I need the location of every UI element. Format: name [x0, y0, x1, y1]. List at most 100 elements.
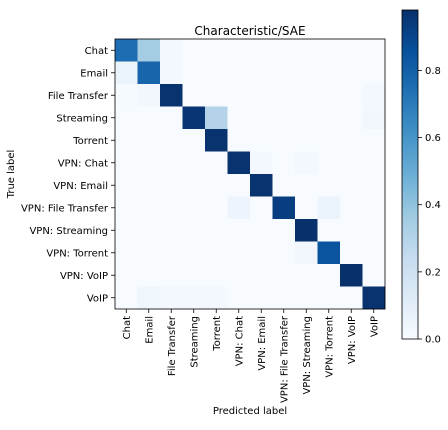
x-tick-label: VPN: Email — [257, 316, 268, 371]
heatmap-cell — [205, 219, 228, 242]
heatmap-cell — [160, 241, 183, 265]
heatmap-cell — [205, 286, 228, 310]
y-tick-label: VPN: Chat — [58, 158, 108, 169]
heatmap-cell — [115, 196, 138, 220]
heatmap-cell — [137, 129, 161, 152]
heatmap-cell — [250, 61, 273, 85]
heatmap-cell — [250, 106, 273, 130]
heatmap-cell — [340, 286, 363, 310]
heatmap-cell — [205, 174, 228, 197]
heatmap-cell — [317, 129, 341, 152]
heatmap-cell — [362, 84, 386, 107]
heatmap-cell — [317, 106, 341, 130]
heatmap-cell — [205, 264, 228, 287]
heatmap-cell — [182, 61, 206, 85]
heatmap-cell — [317, 196, 341, 220]
heatmap-cell — [115, 241, 138, 265]
heatmap-cell — [182, 196, 206, 220]
heatmap-cell — [182, 219, 206, 242]
heatmap-cell — [250, 241, 273, 265]
heatmap-cell — [160, 151, 183, 175]
heatmap-cell — [227, 129, 251, 152]
plot-frame — [114, 38, 386, 310]
colorbar-tick-label: 0.2 — [425, 267, 441, 278]
heatmap-cell — [272, 264, 296, 287]
heatmap-cell — [205, 61, 228, 85]
heatmap-cell — [250, 264, 273, 287]
heatmap-cell — [137, 61, 161, 85]
heatmap-cell — [317, 151, 341, 175]
x-tick-label: Email — [144, 316, 155, 344]
heatmap-cell — [317, 84, 341, 107]
heatmap-cell — [250, 84, 273, 107]
heatmap-cell — [227, 39, 251, 62]
heatmap-cell — [362, 286, 386, 310]
heatmap-cell — [295, 174, 318, 197]
heatmap-cell — [362, 129, 386, 152]
heatmap-cell — [115, 174, 138, 197]
y-tick-label: Torrent — [72, 136, 108, 147]
y-tick-label: Email — [80, 68, 108, 79]
heatmap-cell — [250, 39, 273, 62]
heatmap-cell — [272, 174, 296, 197]
heatmap-cell — [227, 151, 251, 175]
heatmap-cell — [362, 61, 386, 85]
heatmap-cell — [295, 61, 318, 85]
y-axis-label: True label — [6, 150, 17, 200]
x-tick-label: VPN: Chat — [234, 316, 245, 366]
heatmap-cell — [182, 286, 206, 310]
heatmap-cell — [340, 61, 363, 85]
heatmap-cell — [137, 39, 161, 62]
heatmap-cell — [160, 84, 183, 107]
heatmap-cell — [340, 84, 363, 107]
heatmap-cell — [205, 84, 228, 107]
heatmap-cell — [362, 39, 386, 62]
heatmap-cell — [227, 264, 251, 287]
heatmap-cell — [160, 129, 183, 152]
heatmap-cell — [272, 61, 296, 85]
heatmap-cell — [272, 39, 296, 62]
heatmap-cell — [160, 174, 183, 197]
heatmap-cell — [362, 174, 386, 197]
heatmap-cell — [182, 129, 206, 152]
heatmap-cell — [227, 106, 251, 130]
heatmap-cell — [115, 61, 138, 85]
heatmap-cell — [115, 219, 138, 242]
colorbar-tick-label: 0.0 — [425, 335, 441, 346]
x-tick-label: VPN: Torrent — [324, 316, 335, 378]
colorbar-ticks: 0.0 0.2 0.4 0.6 0.8 — [418, 66, 441, 346]
heatmap-cell — [205, 151, 228, 175]
heatmap-cell — [227, 61, 251, 85]
heatmap-cell — [340, 151, 363, 175]
heatmap-cell — [295, 84, 318, 107]
heatmap-cell — [272, 219, 296, 242]
x-tick-label: Torrent — [212, 316, 223, 352]
heatmap-cell — [272, 241, 296, 265]
heatmap-cells — [115, 39, 386, 310]
heatmap-cell — [182, 39, 206, 62]
heatmap-cell — [115, 129, 138, 152]
heatmap-cell — [115, 84, 138, 107]
y-tick-label: VPN: VoIP — [60, 271, 108, 282]
heatmap-cell — [295, 39, 318, 62]
heatmap-cell — [182, 151, 206, 175]
y-tick-label: VPN: Torrent — [46, 248, 108, 259]
heatmap-cell — [295, 286, 318, 310]
heatmap-cell — [115, 286, 138, 310]
heatmap-cell — [137, 219, 161, 242]
heatmap-cell — [362, 106, 386, 130]
heatmap-cell — [182, 241, 206, 265]
x-tick-label: File Transfer — [167, 315, 178, 376]
heatmap-cell — [115, 39, 138, 62]
heatmap-cell — [250, 151, 273, 175]
x-axis-label: Predicted label — [213, 406, 287, 417]
heatmap-cell — [115, 264, 138, 287]
heatmap-cell — [182, 174, 206, 197]
heatmap-cell — [137, 174, 161, 197]
heatmap-cell — [340, 39, 363, 62]
y-tick-label: Chat — [85, 46, 108, 57]
heatmap-cell — [340, 196, 363, 220]
heatmap-cell — [250, 129, 273, 152]
heatmap-cell — [272, 106, 296, 130]
